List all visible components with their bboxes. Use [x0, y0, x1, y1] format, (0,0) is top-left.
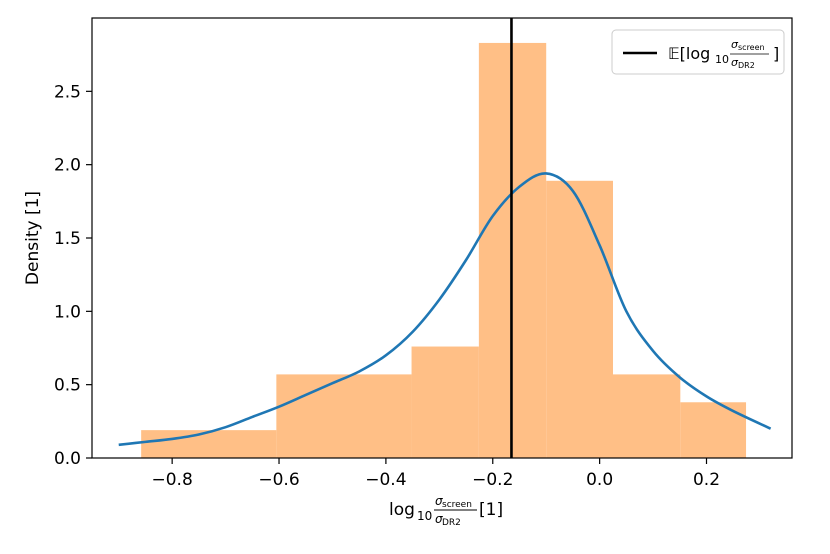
legend-label-suffix: ]	[773, 44, 779, 63]
histogram-bar	[680, 402, 747, 458]
histogram-bar	[612, 374, 681, 458]
x-label-num: σ	[435, 494, 443, 508]
x-tick-label: 0.2	[693, 470, 720, 490]
x-label-sub: 10	[417, 509, 432, 523]
kde-line	[118, 172, 772, 447]
y-tick-label: 0.5	[54, 376, 81, 396]
x-axis-ticks: −0.8 −0.6 −0.4 −0.2 0.0 0.2	[152, 458, 720, 490]
histogram-bar	[546, 180, 613, 459]
x-tick-label: −0.4	[365, 470, 406, 490]
x-tick-label: 0.0	[586, 470, 613, 490]
x-label-prefix: log	[389, 500, 415, 520]
legend-box	[611, 29, 785, 75]
y-tick-label: 1.5	[54, 229, 81, 249]
y-tick-label: 0.0	[54, 449, 81, 469]
legend-label-num: σ	[731, 38, 739, 51]
legend-label-prefix: 𝔼[log	[668, 44, 710, 63]
y-tick-label: 2.0	[54, 156, 81, 176]
x-axis-label: log 10 σ screen σ DR2 [1]	[389, 490, 503, 530]
legend-label: 𝔼[log 10 σ screen σ DR2 ]	[668, 33, 779, 72]
y-tick-label: 2.5	[54, 82, 81, 102]
legend-label-den: σ	[731, 56, 739, 69]
y-tick-label: 1.0	[54, 302, 81, 322]
histogram-bar	[411, 346, 479, 458]
x-label-den: σ	[435, 512, 443, 526]
x-label-suffix: [1]	[479, 500, 503, 520]
x-tick-label: −0.2	[472, 470, 513, 490]
histogram-bar	[141, 430, 277, 458]
legend: 𝔼[log 10 σ screen σ DR2 ]	[611, 29, 785, 75]
y-axis-label: Density [1]	[23, 191, 43, 285]
x-label-den-sub: DR2	[442, 518, 461, 528]
legend-label-sub: 10	[715, 53, 729, 66]
legend-label-num-sub: screen	[738, 43, 765, 52]
x-label-num-sub: screen	[442, 500, 472, 510]
kde-curve	[118, 172, 772, 447]
legend-label-den-sub: DR2	[738, 61, 755, 70]
histogram-bar	[276, 374, 412, 458]
x-tick-label: −0.6	[258, 470, 299, 490]
y-axis-ticks: 0.0 0.5 1.0 1.5 2.0 2.5	[54, 82, 92, 469]
x-tick-label: −0.8	[152, 470, 193, 490]
